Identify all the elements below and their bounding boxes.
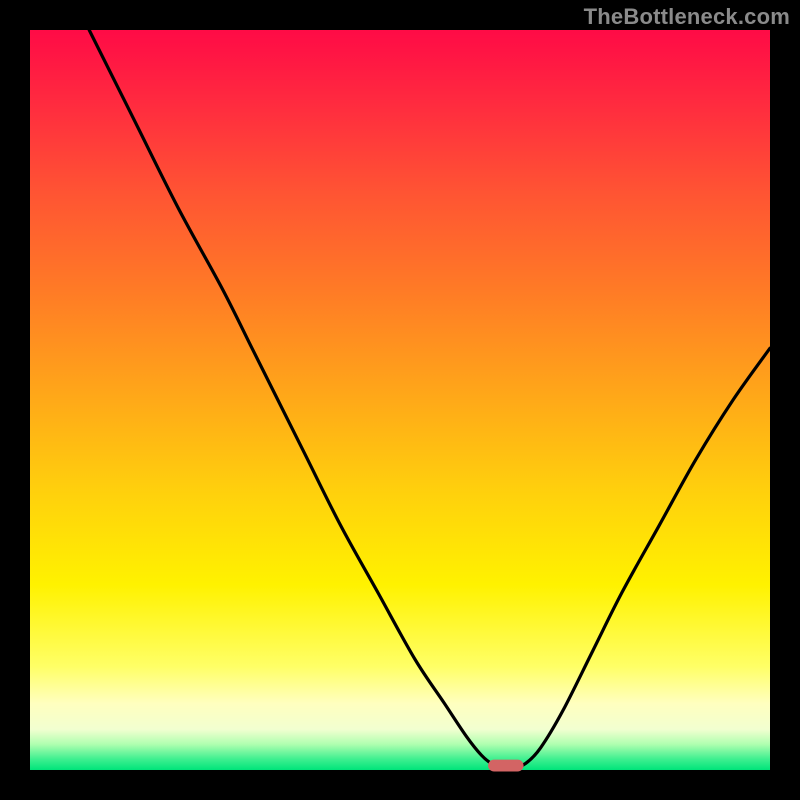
- watermark-label: TheBottleneck.com: [584, 4, 790, 30]
- bottleneck-chart: [0, 0, 800, 800]
- plot-gradient: [30, 30, 770, 770]
- chart-container: TheBottleneck.com: [0, 0, 800, 800]
- optimum-marker: [488, 760, 524, 772]
